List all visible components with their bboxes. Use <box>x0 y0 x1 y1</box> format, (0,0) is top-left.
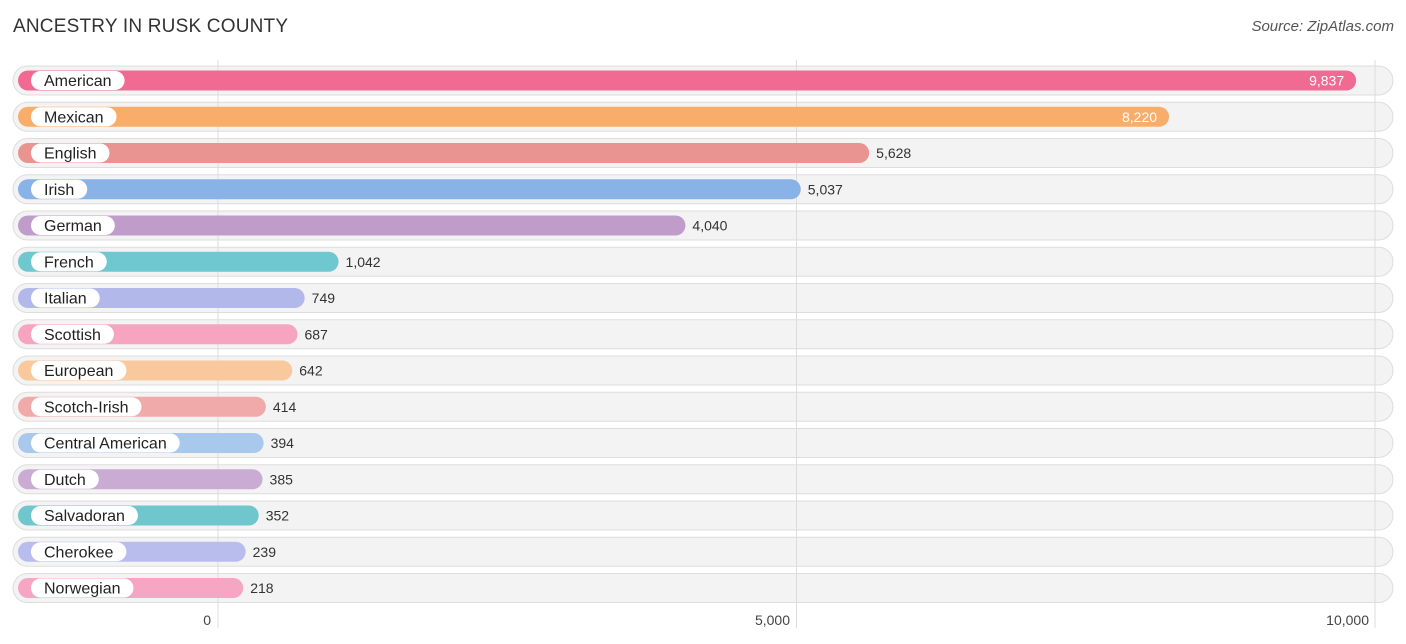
bar-american <box>18 70 1357 91</box>
category-label-scotch-irish: Scotch-Irish <box>44 399 128 416</box>
category-pill-european <box>31 361 127 380</box>
category-pill-mexican <box>31 107 117 127</box>
value-label-french: 1,042 <box>346 254 381 270</box>
row-background-central-american <box>12 428 1394 458</box>
value-label-scotch-irish: 414 <box>273 399 297 415</box>
category-pill-italian <box>31 288 100 308</box>
category-label-dutch: Dutch <box>44 472 86 489</box>
category-label-cherokee: Cherokee <box>44 544 113 561</box>
value-label-scottish: 687 <box>304 326 328 342</box>
row-background-european <box>12 355 1394 386</box>
row-background-scotch-irish <box>12 391 1394 422</box>
category-label-scottish: Scottish <box>44 327 101 344</box>
category-pill-french <box>31 252 107 272</box>
row-background-scottish <box>12 319 1394 350</box>
bar-irish <box>18 179 801 200</box>
value-label-american: 9,837 <box>1309 73 1344 89</box>
value-label-european: 642 <box>299 363 323 379</box>
category-label-central-american: Central American <box>44 436 167 453</box>
category-label-german: German <box>44 218 102 235</box>
value-label-central-american: 394 <box>271 435 295 451</box>
category-label-salvadoran: Salvadoran <box>44 508 125 525</box>
category-pill-american <box>31 71 125 90</box>
row-background-dutch <box>12 464 1394 495</box>
x-tick-label-0: 0 <box>203 612 211 628</box>
category-label-irish: Irish <box>44 182 74 199</box>
category-pill-salvadoran <box>31 506 138 525</box>
row-background-salvadoran <box>12 500 1394 531</box>
value-label-italian: 749 <box>312 290 336 306</box>
category-label-european: European <box>44 363 113 380</box>
bar-english <box>18 143 870 163</box>
category-label-american: American <box>44 73 112 90</box>
category-pill-irish <box>31 179 88 199</box>
category-pill-english <box>31 143 110 163</box>
category-pill-scotch-irish <box>31 397 142 417</box>
category-pill-cherokee <box>31 542 127 562</box>
value-label-german: 4,040 <box>692 218 727 234</box>
value-label-english: 5,628 <box>876 145 911 161</box>
row-background-norwegian <box>12 573 1394 603</box>
value-label-mexican: 8,220 <box>1122 109 1157 125</box>
category-pill-norwegian <box>31 578 134 598</box>
bar-german <box>18 215 686 236</box>
category-pill-scottish <box>31 324 114 344</box>
category-label-english: English <box>44 146 96 163</box>
value-label-norwegian: 218 <box>250 580 274 596</box>
source-label: Source: ZipAtlas.com <box>1251 18 1394 35</box>
category-pill-central-american <box>31 433 180 453</box>
category-label-italian: Italian <box>44 291 87 308</box>
category-pill-german <box>31 216 115 235</box>
chart-title: ANCESTRY IN RUSK COUNTY <box>13 16 289 37</box>
row-background-french <box>12 246 1394 277</box>
value-label-irish: 5,037 <box>808 181 843 197</box>
x-tick-label-2: 10,000 <box>1326 612 1369 628</box>
category-label-mexican: Mexican <box>44 109 104 126</box>
value-label-cherokee: 239 <box>253 544 277 560</box>
category-pill-dutch <box>31 469 99 489</box>
category-label-norwegian: Norwegian <box>44 581 120 598</box>
category-label-french: French <box>44 254 94 271</box>
bar-mexican <box>18 106 1170 127</box>
row-background-italian <box>12 283 1394 313</box>
row-background-cherokee <box>12 536 1394 567</box>
x-tick-label-1: 5,000 <box>755 612 790 628</box>
value-label-dutch: 385 <box>270 471 294 487</box>
value-label-salvadoran: 352 <box>266 508 290 524</box>
